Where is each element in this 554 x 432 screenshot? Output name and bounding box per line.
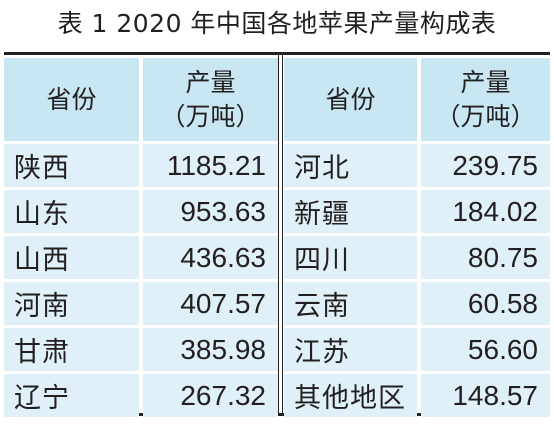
output-cell-text: 148.57 bbox=[452, 379, 538, 411]
output-cell-text: 385.98 bbox=[180, 333, 266, 365]
province-cell: 山东 bbox=[4, 190, 139, 233]
header-output-unit: （万吨） bbox=[160, 101, 261, 131]
province-cell: 陕西 bbox=[4, 144, 139, 187]
header-output-right: 产量 （万吨） bbox=[421, 58, 550, 141]
province-cell: 山西 bbox=[4, 236, 139, 279]
output-cell: 1185.21 bbox=[143, 144, 278, 187]
province-cell-text: 云南 bbox=[294, 291, 350, 322]
province-cell: 辽宁 bbox=[4, 374, 139, 417]
province-cell: 甘肃 bbox=[4, 328, 139, 371]
province-cell: 河南 bbox=[4, 282, 139, 325]
province-cell-text: 江苏 bbox=[294, 337, 350, 368]
header-output-label: 产量 bbox=[185, 67, 236, 97]
header-province-right: 省份 bbox=[284, 58, 417, 141]
province-cell-text: 甘肃 bbox=[14, 337, 70, 368]
output-cell: 436.63 bbox=[143, 236, 278, 279]
province-cell-text: 山西 bbox=[14, 245, 70, 276]
output-cell-text: 267.32 bbox=[180, 379, 266, 411]
table-title: 表 1 2020 年中国各地苹果产量构成表 bbox=[57, 9, 497, 38]
header-province-label: 省份 bbox=[325, 84, 376, 114]
output-cell-text: 60.58 bbox=[467, 287, 538, 319]
header-output-label: 产量 bbox=[460, 67, 511, 97]
output-cell-text: 436.63 bbox=[180, 241, 266, 273]
output-cell: 56.60 bbox=[421, 328, 550, 371]
province-cell: 云南 bbox=[284, 282, 417, 325]
output-cell-text: 80.75 bbox=[467, 241, 538, 273]
header-province-label: 省份 bbox=[46, 84, 97, 114]
output-cell: 80.75 bbox=[421, 236, 550, 279]
header-output-left: 产量 （万吨） bbox=[143, 58, 278, 141]
output-cell-text: 239.75 bbox=[452, 149, 538, 181]
province-cell-text: 四川 bbox=[294, 245, 350, 276]
output-cell: 148.57 bbox=[421, 374, 550, 417]
output-cell: 184.02 bbox=[421, 190, 550, 233]
province-cell-text: 山东 bbox=[14, 199, 70, 230]
output-cell: 385.98 bbox=[143, 328, 278, 371]
apple-output-table: 省份 产量 （万吨） 省份 产量 （万吨） 陕西 1185.21 山东 953.63 山… bbox=[4, 52, 550, 417]
output-cell-text: 184.02 bbox=[452, 195, 538, 227]
header-province-left: 省份 bbox=[4, 58, 139, 141]
province-cell: 江苏 bbox=[284, 328, 417, 371]
province-cell-text: 河南 bbox=[14, 291, 70, 322]
output-cell: 267.32 bbox=[143, 374, 278, 417]
province-cell: 四川 bbox=[284, 236, 417, 279]
header-output-unit: （万吨） bbox=[435, 101, 536, 131]
province-cell-text: 新疆 bbox=[294, 199, 350, 230]
output-cell: 239.75 bbox=[421, 144, 550, 187]
output-cell: 60.58 bbox=[421, 282, 550, 325]
output-cell-text: 953.63 bbox=[180, 195, 266, 227]
province-cell-text: 辽宁 bbox=[14, 383, 70, 414]
output-cell-text: 1185.21 bbox=[166, 149, 266, 181]
province-cell: 河北 bbox=[284, 144, 417, 187]
output-cell: 407.57 bbox=[143, 282, 278, 325]
province-cell: 其他地区 bbox=[284, 374, 417, 417]
province-cell-text: 河北 bbox=[294, 153, 350, 184]
province-cell-text: 其他地区 bbox=[294, 383, 406, 414]
province-cell-text: 陕西 bbox=[14, 153, 70, 184]
output-cell-text: 407.57 bbox=[180, 287, 266, 319]
output-cell: 953.63 bbox=[143, 190, 278, 233]
province-cell: 新疆 bbox=[284, 190, 417, 233]
column-group-divider bbox=[278, 55, 283, 413]
output-cell-text: 56.60 bbox=[467, 333, 538, 365]
